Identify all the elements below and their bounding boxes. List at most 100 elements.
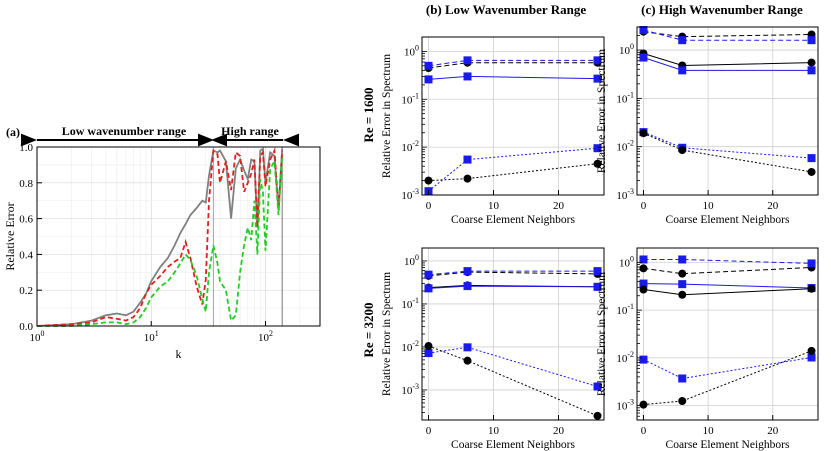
panel-b-title: (b) Low Wavenumber Range [426, 2, 586, 17]
data-point-square [807, 353, 816, 362]
data-point-square [678, 374, 687, 383]
data-point-square [807, 66, 816, 75]
x-tick-label: 20 [767, 425, 779, 437]
x-tick-label: 0 [426, 200, 432, 212]
x-tick-label: 101 [144, 329, 159, 344]
x-tick-label: 10 [703, 425, 715, 437]
y-tick-label: 100 [619, 42, 634, 57]
series-line-2 [37, 155, 284, 327]
data-point-circle [639, 285, 648, 294]
data-point-square [678, 66, 687, 75]
x-tick-label: 20 [767, 200, 779, 212]
data-point-square [639, 255, 648, 264]
data-point-square [463, 56, 472, 65]
data-point-square [593, 382, 602, 391]
data-point-square [463, 282, 472, 291]
data-point-square [424, 349, 433, 358]
plot-frame [636, 247, 819, 421]
data-point-circle [678, 146, 687, 155]
series-line-1 [643, 259, 812, 264]
data-point-circle [678, 396, 687, 405]
panel-a-frame [36, 146, 321, 327]
data-point-circle [463, 356, 472, 365]
x-tick-label: 20 [553, 425, 565, 437]
data-point-square [678, 255, 687, 264]
y-tick-label: 0.8 [19, 178, 33, 190]
y-axis-label: Relative Error in Spectrum [381, 272, 393, 396]
data-point-square [463, 267, 472, 276]
y-tick-label: 1.0 [19, 142, 33, 154]
data-point-square [593, 56, 602, 65]
data-point-square [678, 280, 687, 289]
plot-frame [421, 36, 605, 196]
y-tick-label: 100 [404, 253, 419, 268]
panel-c-bottom: 10-3 10-2 10-1 100 0 10 20 Coarse Element Neigh… [596, 247, 819, 451]
data-point-square [424, 61, 433, 70]
row-label-re1600: Re = 1600 [361, 87, 376, 142]
data-point-circle [593, 411, 602, 420]
series-line-5 [643, 132, 812, 173]
data-point-square [424, 270, 433, 279]
y-tick-label: 100 [404, 43, 419, 58]
x-tick-label: 102 [258, 329, 273, 344]
data-point-circle [463, 174, 472, 183]
data-point-circle [424, 176, 433, 185]
row-label-re3200: Re = 3200 [361, 302, 376, 357]
series-line-5 [643, 350, 812, 406]
data-point-circle [807, 284, 816, 293]
series-line-4 [428, 163, 598, 182]
data-point-square [463, 155, 472, 164]
plot-background [637, 27, 818, 195]
data-point-square [639, 53, 648, 62]
panel-b-bottom: 10-3 10-2 10-1 100 0 10 20 Coarse Element Neigh… [381, 247, 605, 451]
y-tick-label: 0.6 [19, 214, 33, 226]
x-tick-label: 100 [30, 329, 45, 344]
data-point-circle [807, 58, 816, 67]
y-axis-label: Relative Error in Spectrum [596, 272, 608, 396]
data-point-square [593, 282, 602, 291]
x-tick-label: 0 [641, 200, 647, 212]
y-tick-label: 0.2 [19, 285, 33, 297]
y-tick-label: 0.0 [19, 321, 33, 333]
data-point-circle [807, 346, 816, 355]
data-point-square [593, 144, 602, 153]
high-range-label: High range [221, 124, 279, 138]
data-point-circle [424, 342, 433, 351]
data-point-square [807, 259, 816, 268]
data-point-square [807, 36, 816, 45]
low-range-label: Low wavenumber range [62, 124, 187, 138]
x-tick-label: 10 [488, 200, 500, 212]
y-tick-label: 0.4 [19, 249, 33, 261]
series-line-1 [36, 147, 284, 327]
panel-b-top: 10-3 10-2 10-1 100 0 10 20 Coarse Element Neigh… [381, 36, 605, 226]
data-point-square [424, 75, 433, 84]
data-point-square [463, 343, 472, 352]
x-tick-label: 10 [703, 200, 715, 212]
y-tick-label: 10-1 [616, 90, 634, 105]
x-tick-label: 10 [488, 425, 500, 437]
data-point-circle [639, 400, 648, 409]
x-tick-label: 20 [553, 200, 565, 212]
data-point-circle [807, 167, 816, 176]
data-point-square [639, 26, 648, 35]
x-tick-label: 0 [641, 425, 647, 437]
y-tick-label: 10-1 [401, 91, 419, 106]
data-point-square [463, 72, 472, 81]
data-point-circle [639, 129, 648, 138]
plot-frame [636, 26, 819, 196]
plot-background [637, 248, 818, 420]
data-point-square [639, 279, 648, 288]
y-tick-label: 10-1 [401, 296, 419, 311]
data-point-circle [593, 159, 602, 168]
x-axis-label: Coarse Element Neighbors [666, 214, 790, 226]
panel-a: 0.0 0.2 0.4 0.6 0.8 1.0 100 101 102 k Relative Err… [3, 142, 321, 361]
data-point-circle [678, 269, 687, 278]
x-axis-label: Coarse Element Neighbors [451, 439, 575, 451]
y-axis-label: Relative Error [3, 202, 17, 270]
data-point-square [593, 267, 602, 276]
plot-background [422, 37, 604, 195]
data-point-square [678, 36, 687, 45]
y-tick-label: 10-2 [401, 139, 419, 154]
data-point-square [639, 355, 648, 364]
